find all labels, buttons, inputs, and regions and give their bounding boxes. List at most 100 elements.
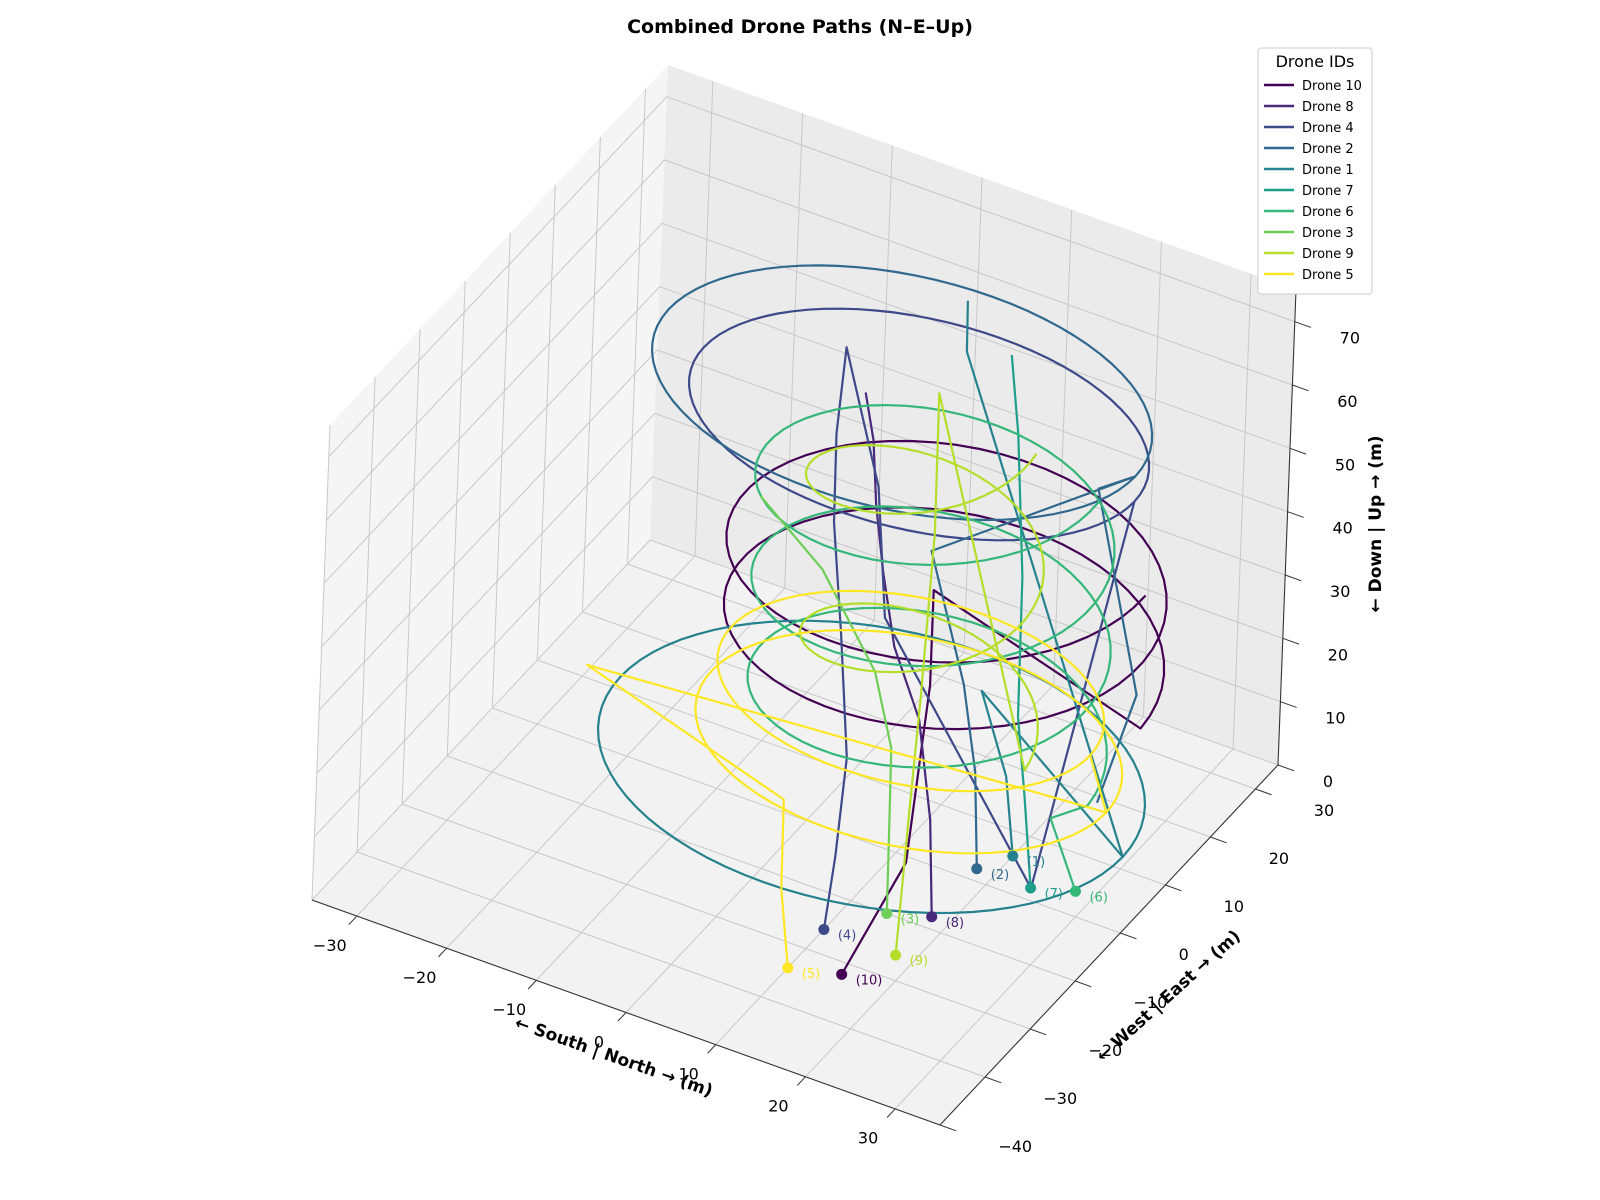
y-tick-mark <box>939 1124 957 1132</box>
y-tick-mark <box>1120 932 1137 940</box>
start-label: (2) <box>991 868 1009 883</box>
legend-items: Drone 10 Drone 8 Drone 4 Drone 2 Drone 1 Dron… <box>1264 79 1362 283</box>
z-axis-label: ← Down | Up → (m) <box>1366 435 1386 612</box>
y-tick-mark <box>984 1076 1002 1084</box>
chart-title: Combined Drone Paths (N–E–Up) <box>627 16 973 38</box>
z-tick-mark <box>1287 511 1304 518</box>
series-path <box>798 392 1045 956</box>
x-tick-label: 30 <box>858 1129 878 1148</box>
z-tick-mark <box>1282 637 1300 645</box>
start-markers: (10) (8) (4) (2) (1) (7) (6) (3) (9) (5) <box>782 850 1108 988</box>
series-path <box>746 404 1116 892</box>
x-tick-mark <box>617 1012 627 1022</box>
y-tick-mark <box>1029 1028 1047 1036</box>
start-marker <box>1007 850 1019 862</box>
y-tick-mark <box>1255 788 1272 796</box>
series-path <box>864 392 933 917</box>
z-grid-line <box>328 96 1295 458</box>
y-tick-label: −30 <box>1043 1089 1077 1108</box>
x-tick-mark <box>796 1076 806 1086</box>
x-tick-label: 0 <box>594 1032 604 1051</box>
x-tick-mark <box>886 1108 896 1118</box>
z-grid-line <box>316 412 1283 774</box>
legend-entry: Drone 9 <box>1302 247 1354 262</box>
grid-lines <box>311 81 1295 1126</box>
x-tick-mark <box>348 915 358 926</box>
z-tick-label: 40 <box>1332 519 1352 538</box>
legend-entry: Drone 1 <box>1302 163 1354 178</box>
y-tick-mark <box>1210 836 1227 844</box>
series-path <box>759 495 893 914</box>
series-path <box>687 307 1151 930</box>
y-tick-label: 20 <box>1269 849 1289 868</box>
x-tick-label: 20 <box>768 1097 788 1116</box>
x-tick-mark <box>438 947 447 958</box>
start-marker <box>1025 882 1037 894</box>
y-tick-label: 10 <box>1224 897 1244 916</box>
legend-entry: Drone 5 <box>1302 268 1354 283</box>
z-tick-label: 60 <box>1337 392 1357 411</box>
y-tick-label: −10 <box>1134 993 1168 1012</box>
x-tick-label: −30 <box>313 936 347 955</box>
y-tick-label: −40 <box>998 1137 1032 1156</box>
x-tick-label: 10 <box>678 1064 698 1083</box>
start-label: (1) <box>1027 855 1045 870</box>
start-label: (3) <box>901 913 919 928</box>
series-path <box>1010 354 1032 889</box>
z-tick-label: 10 <box>1325 709 1345 728</box>
start-marker <box>926 911 938 923</box>
x-tick-mark <box>707 1044 717 1054</box>
y-tick-label: 30 <box>1314 801 1334 820</box>
legend-entry: Drone 10 <box>1302 79 1362 94</box>
legend-title: Drone IDs <box>1276 52 1355 71</box>
start-label: (9) <box>910 954 928 969</box>
z-tick-mark <box>1289 447 1307 455</box>
start-marker <box>1069 885 1081 897</box>
z-tick-mark <box>1280 701 1297 708</box>
start-marker <box>971 863 983 875</box>
legend-entry: Drone 2 <box>1302 142 1354 157</box>
z-tick-label: 70 <box>1340 329 1360 348</box>
series-paths <box>585 264 1168 975</box>
start-marker <box>782 962 794 974</box>
y-axis-line <box>939 764 1279 1126</box>
series-path <box>650 264 1154 869</box>
tick-labels: −30 −20 −10 0 10 20 30 −40 −30 −20 −10 0 10 20 30 0 10 20… <box>313 321 1360 1156</box>
z-axis-line <box>1277 289 1297 766</box>
z-tick-mark <box>1294 321 1312 328</box>
start-marker <box>890 949 902 961</box>
start-label: (6) <box>1089 890 1107 905</box>
x-tick-mark <box>527 980 537 990</box>
z-grid-line <box>321 286 1288 648</box>
z-grid-line <box>311 539 1279 901</box>
z-tick-mark <box>1292 384 1309 392</box>
z-grid-line <box>323 222 1291 584</box>
legend-entry: Drone 6 <box>1302 205 1354 220</box>
x-tick-label: −10 <box>492 1000 526 1019</box>
z-tick-label: 0 <box>1323 772 1333 791</box>
series-path <box>585 589 1124 968</box>
y-tick-label: −20 <box>1088 1041 1122 1060</box>
legend-entry: Drone 8 <box>1302 100 1354 115</box>
x-tick-label: −20 <box>403 968 437 987</box>
start-label: (5) <box>802 967 820 982</box>
left-wall-pane <box>312 65 668 900</box>
start-label: (10) <box>856 973 883 988</box>
z-tick-mark <box>1285 574 1302 582</box>
start-marker <box>836 968 848 980</box>
y-tick-mark <box>1165 884 1182 892</box>
legend-entry: Drone 4 <box>1302 121 1354 136</box>
start-label: (4) <box>838 928 856 943</box>
start-marker <box>881 908 893 919</box>
z-tick-label: 30 <box>1330 582 1350 601</box>
z-grid-line <box>318 349 1286 711</box>
z-grid-line <box>326 159 1293 521</box>
y-tick-label: 0 <box>1179 945 1189 964</box>
start-label: (7) <box>1045 887 1063 902</box>
y-tick-mark <box>1075 980 1092 988</box>
start-label: (8) <box>946 916 964 931</box>
z-tick-mark <box>1277 764 1295 772</box>
z-tick-label: 50 <box>1335 455 1355 474</box>
